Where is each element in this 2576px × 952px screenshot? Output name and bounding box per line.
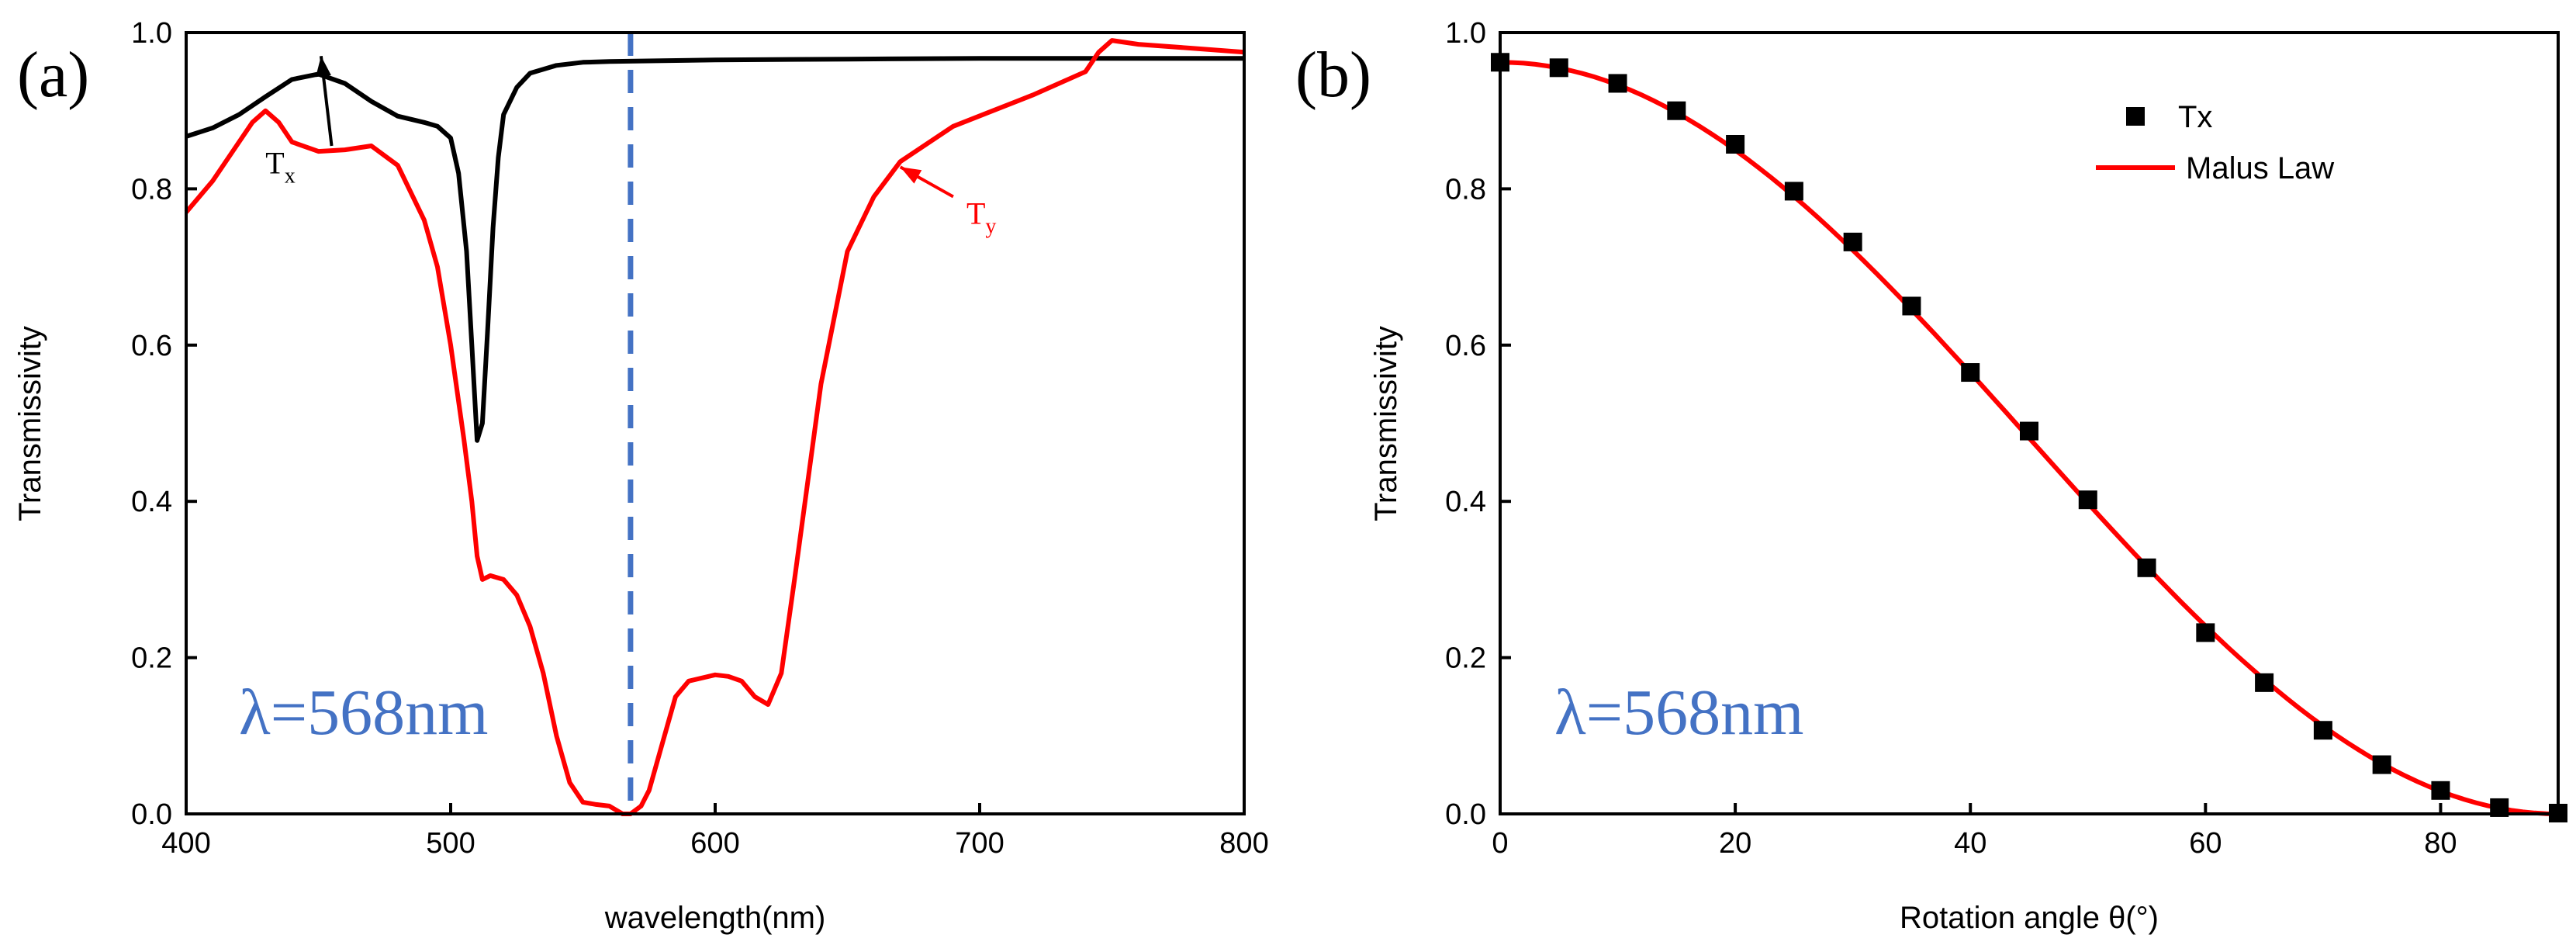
tx-data-point <box>1843 232 1862 251</box>
tx-data-point <box>1902 296 1921 316</box>
panel-b-y-tick-label: 0.2 <box>1445 642 1486 675</box>
panel-b-marks <box>1491 53 2567 822</box>
panel-b-x-tick-label: 60 <box>2189 827 2222 860</box>
panel-b-x-tick-label: 20 <box>1719 827 1751 860</box>
legend-tx-label: Tx <box>2178 100 2212 134</box>
series-tx-line <box>185 56 1244 443</box>
panel-b-plot-frame <box>1499 31 2560 815</box>
tx-data-point <box>2137 558 2156 577</box>
panel-a-y-tick-label: 0.6 <box>131 330 172 362</box>
panel-a-label: (a) <box>17 39 89 111</box>
tx-data-point <box>2372 755 2391 774</box>
panel-a-x-tick-label: 600 <box>690 827 739 860</box>
panel-b-y-tick-label: 1.0 <box>1445 17 1486 50</box>
tx-data-point <box>1726 135 1745 154</box>
panel-b-y-tick-label: 0.4 <box>1445 486 1486 518</box>
series-ty-label: Ty <box>966 196 996 239</box>
series-tx-arrow-head <box>316 56 331 78</box>
panel-b-x-axis-title: Rotation angle θ(°) <box>1900 901 2159 935</box>
series-tx-label: Tx <box>265 145 295 188</box>
panel-a-x-tick-label: 700 <box>955 827 1004 860</box>
panel-a-wavelength-annotation: λ=568nm <box>239 677 488 749</box>
panel-b-y-tick-label: 0.8 <box>1445 173 1486 206</box>
panel-a-x-tick-label: 800 <box>1219 827 1268 860</box>
panel-b-x-tick-label: 40 <box>1954 827 1986 860</box>
panel-a-x-tick-label: 500 <box>426 827 475 860</box>
legend-malus-label: Malus Law <box>2186 151 2334 185</box>
panel-a-y-tick-label: 0.0 <box>131 798 172 831</box>
panel-a-x-tick-label: 400 <box>161 827 210 860</box>
panel-a-y-tick-label: 0.4 <box>131 486 172 518</box>
panel-b-y-tick-label: 0.0 <box>1445 798 1486 831</box>
panel-b-ticks: 0 20 40 60 80 0.0 0.2 0.4 0.6 0.8 1.0 <box>1445 17 2457 860</box>
tx-data-point <box>1784 182 1803 201</box>
panel-a-ticks: 400 500 600 700 800 0.0 0.2 0.4 0.6 0.8 1.0 <box>131 17 1269 860</box>
tx-data-point <box>1549 58 1568 78</box>
panel-b-label: (b) <box>1295 39 1371 111</box>
panel-b-legend: Tx Malus Law <box>2096 100 2334 185</box>
panel-a-y-tick-label: 1.0 <box>131 17 172 50</box>
panel-b-y-tick-label: 0.6 <box>1445 330 1486 362</box>
series-ty-line <box>184 38 1245 816</box>
panel-b-chart: (b) 0 20 40 60 800.00.20.40.60.81.0 λ=568nm … <box>1295 17 2567 935</box>
tx-data-point <box>2255 673 2274 692</box>
panel-b-x-tick-label: 80 <box>2424 827 2457 860</box>
panel-a-y-tick-label: 0.2 <box>131 642 172 675</box>
panel-b-x-tick-label: 0 <box>1492 827 1508 860</box>
tx-data-point <box>2431 781 2450 800</box>
series-ty-arrow-head <box>900 167 922 184</box>
tx-data-point <box>2020 421 2038 441</box>
panel-b-wavelength-annotation: λ=568nm <box>1554 677 1803 749</box>
tx-data-point <box>2313 721 2332 740</box>
panel-a-y-axis-title: Transmissivity <box>13 326 47 521</box>
tx-data-point <box>2078 490 2097 510</box>
panel-b-y-axis-title: Transmissivity <box>1369 326 1403 521</box>
panel-a-x-axis-title: wavelength(nm) <box>604 901 826 935</box>
panel-a-y-tick-label: 0.8 <box>131 173 172 206</box>
panel-a-chart: (a) Tx Ty 400 500 600 700 800 0.0 0.2 0.4 0.6 0.8 1… <box>13 17 1269 935</box>
panel-a-marks: Tx Ty <box>184 33 1245 816</box>
tx-data-point <box>2196 623 2215 642</box>
tx-data-point <box>1961 363 1980 383</box>
legend-tx-marker <box>2126 107 2145 126</box>
tx-data-point <box>1608 74 1627 93</box>
tx-data-point <box>1667 101 1686 120</box>
